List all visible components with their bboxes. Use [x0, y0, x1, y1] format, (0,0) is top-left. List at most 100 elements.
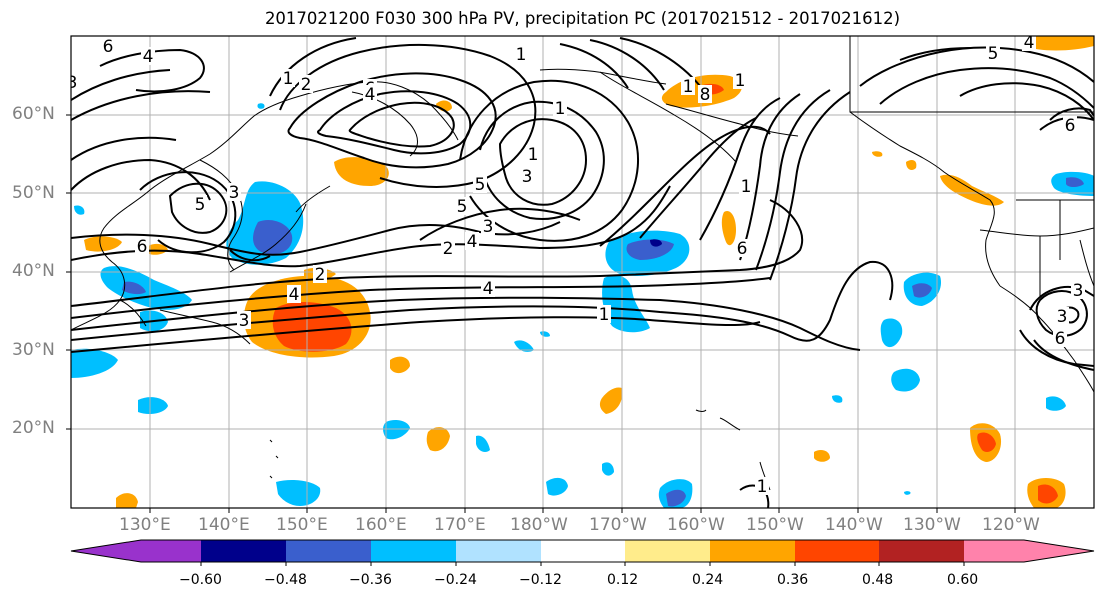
contour-label-bg	[481, 279, 495, 297]
map-area: 643125365416241341334216181154653631	[67, 33, 1094, 508]
colorbar-segment	[456, 540, 541, 562]
colorbar-segment	[710, 540, 795, 562]
contour-label: 1	[516, 45, 527, 65]
lat-label-30n: 30°N	[12, 340, 55, 360]
contour-label-bg	[473, 175, 487, 193]
contour-label: 5	[195, 195, 206, 215]
contour-label: 4	[467, 232, 478, 252]
lat-label-50n: 50°N	[12, 183, 55, 203]
colorbar-segment	[201, 540, 286, 562]
lon-label-150e: 150°E	[276, 515, 328, 535]
contour-label: 2	[315, 265, 326, 285]
contour-label-bg	[735, 239, 749, 257]
colorbar-segment	[71, 540, 201, 562]
lon-label-140e: 140°E	[198, 515, 250, 535]
contour-label-bg	[1022, 36, 1036, 51]
lat-label-40n: 40°N	[12, 261, 55, 281]
contour-label: 3	[67, 73, 78, 93]
lat-label-20n: 20°N	[12, 418, 55, 438]
contour-label-bg	[755, 477, 769, 495]
contour-label-bg	[553, 99, 567, 117]
contour-label-bg	[514, 45, 528, 63]
contour-label: 3	[1057, 307, 1068, 327]
contour-label: 1	[555, 99, 566, 119]
contour-label-bg	[363, 85, 377, 103]
contour-label: 5	[988, 44, 999, 64]
lon-label-120w: 120°W	[982, 515, 1040, 535]
grid-lines	[71, 36, 1094, 508]
contour-label-bg	[739, 177, 753, 195]
contour-label: 3	[229, 183, 240, 203]
colorbar-segment	[964, 540, 1094, 562]
colorbar-tick-label: −0.60	[179, 572, 222, 588]
contour-label: 4	[365, 85, 376, 105]
contour-label: 4	[289, 285, 300, 305]
colorbar-segment	[541, 540, 625, 562]
colorbar-tick-label: −0.48	[264, 572, 307, 588]
lon-label-170e: 170°E	[434, 515, 486, 535]
contour-label: 6	[137, 237, 148, 257]
contour-label: 1	[757, 477, 768, 497]
contour-label: 1	[735, 71, 746, 91]
contour-label: 8	[700, 85, 711, 105]
colorbar-tick-label: 0.48	[862, 572, 894, 588]
contour-label-bg	[681, 77, 695, 95]
contour-label: 6	[1055, 329, 1066, 349]
lat-label-60n: 60°N	[12, 104, 55, 124]
contour-label-bg	[313, 265, 327, 283]
lon-label-180w: 180°W	[510, 515, 568, 535]
contour-label-bg	[281, 69, 295, 87]
contour-label-bg	[733, 71, 747, 89]
contour-label-bg	[71, 73, 79, 91]
map-title: 2017021200 F030 300 hPa PV, precipitatio…	[264, 9, 901, 28]
lon-label-130w: 130°W	[903, 515, 961, 535]
axis-ticks	[66, 114, 1016, 513]
contour-label-bg	[237, 311, 251, 329]
contour-label: 6	[1065, 116, 1076, 136]
contour-label: 1	[528, 145, 539, 165]
contour-label-bg	[441, 239, 455, 257]
contour-label-bg	[698, 85, 712, 103]
colorbar-segment	[371, 540, 456, 562]
contour-label-bg	[1053, 329, 1067, 347]
colorbar-tick-label: 0.60	[947, 572, 979, 588]
pv-contours	[71, 37, 1094, 508]
contour-label: 5	[457, 197, 468, 217]
precipitation-shading	[71, 36, 1094, 508]
contour-label: 4	[1024, 33, 1035, 53]
contour-label-bg	[193, 195, 207, 213]
contour-label: 1	[683, 77, 694, 97]
colorbar-segment	[286, 540, 371, 562]
contour-label-bg	[1071, 281, 1085, 299]
contour-label-bg	[526, 145, 540, 163]
colorbar-segment	[879, 540, 964, 562]
contour-label-bg	[1055, 307, 1069, 325]
contour-label-bg	[520, 167, 534, 185]
contour-label-bg	[101, 37, 115, 55]
lon-label-170w: 170°W	[589, 515, 647, 535]
contour-label: 3	[1073, 281, 1084, 301]
lon-label-150w: 150°W	[746, 515, 804, 535]
contour-label: 2	[301, 75, 312, 95]
contour-label-bg	[481, 217, 495, 235]
coastlines	[71, 36, 1094, 491]
colorbar-tick-label: −0.12	[519, 572, 562, 588]
colorbar-tick-label: 0.24	[692, 572, 724, 588]
contour-label-bg	[465, 232, 479, 250]
lon-label-160w: 160°W	[667, 515, 725, 535]
lon-label-140w: 140°W	[825, 515, 883, 535]
colorbar-outline	[70, 539, 1095, 563]
contour-label: 3	[522, 167, 533, 187]
contour-label-bg	[135, 237, 149, 255]
colorbar	[70, 539, 1095, 566]
lon-label-160e: 160°E	[355, 515, 407, 535]
contour-label-bg	[597, 305, 611, 323]
colorbar-segment	[795, 540, 879, 562]
colorbar-segment	[625, 540, 710, 562]
contour-label-bg	[287, 285, 301, 303]
colorbar-tick-label: 0.12	[607, 572, 639, 588]
contour-label: 6	[103, 37, 114, 57]
contour-label-bg	[1063, 116, 1077, 134]
contour-label: 1	[599, 305, 610, 325]
